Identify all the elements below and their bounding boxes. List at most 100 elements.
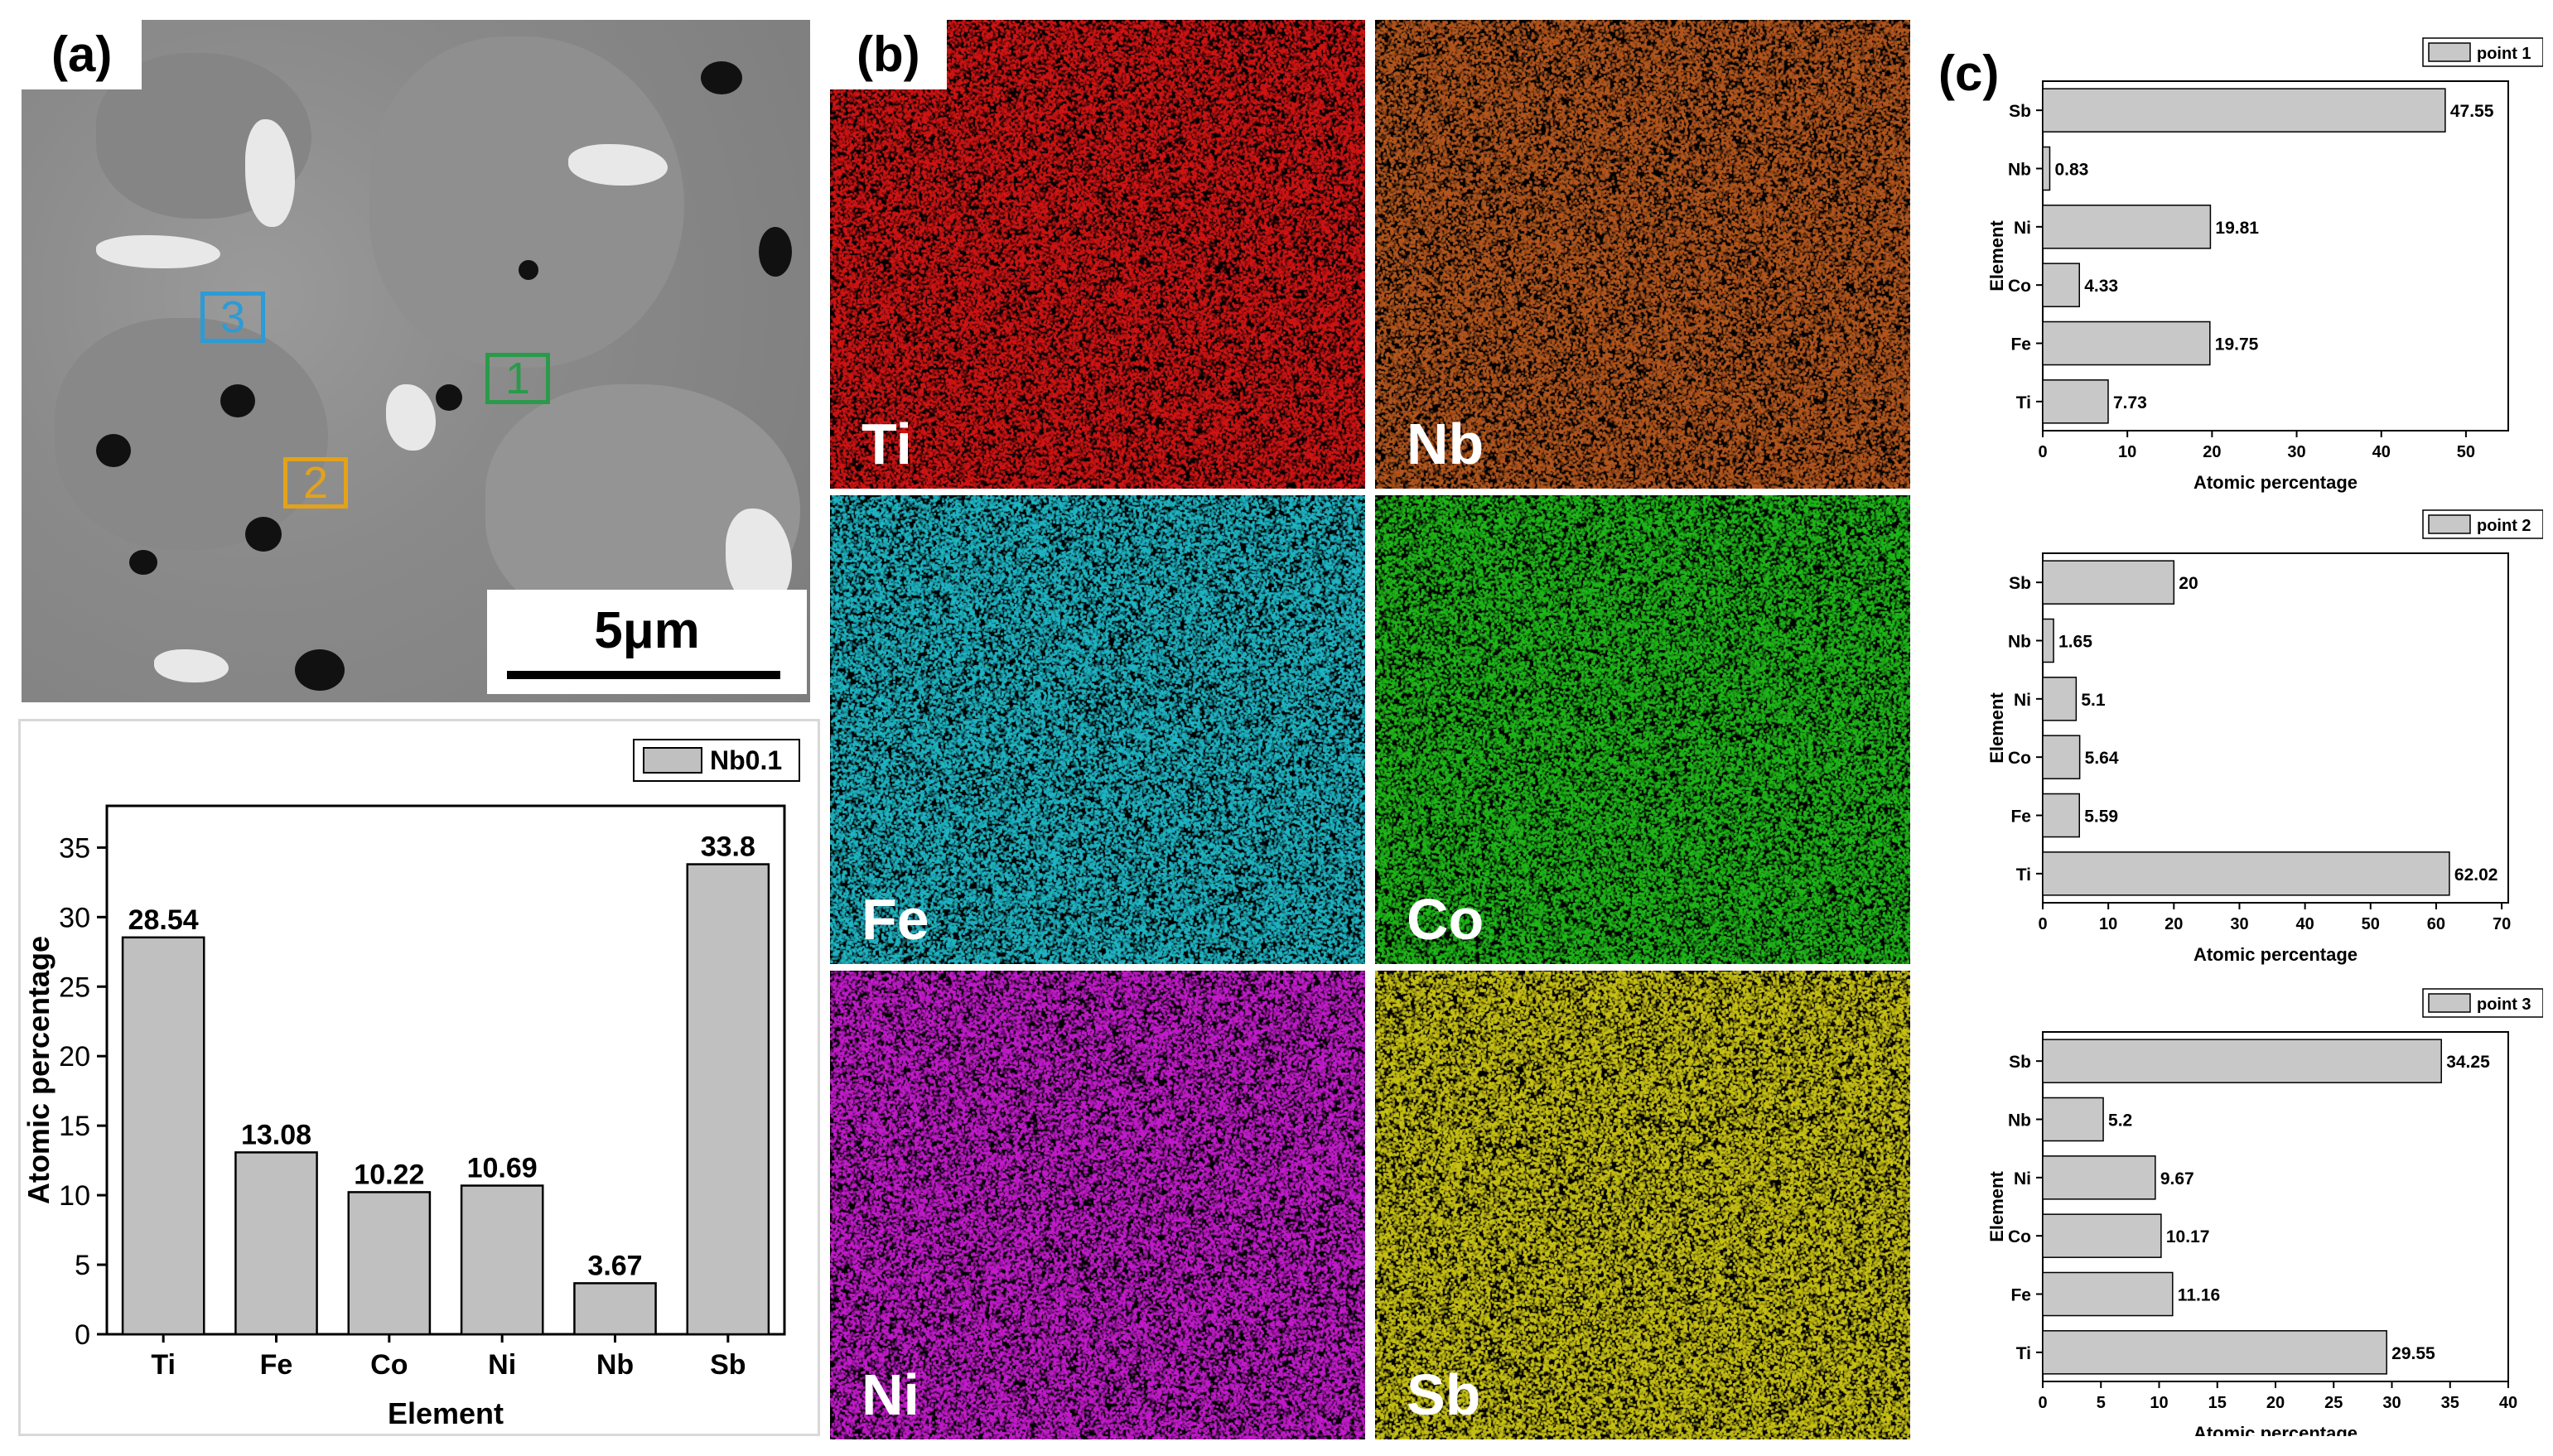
panel-a-label: (a): [22, 20, 142, 89]
eds-map-ti: Ti: [830, 20, 1365, 489]
legend-swatch: [2428, 514, 2471, 534]
x-tick-label: 35: [2441, 1394, 2459, 1412]
eds-map-ni: Ni: [830, 971, 1365, 1439]
panel-b-label: (b): [830, 20, 947, 89]
bar-nb: [2042, 146, 2051, 191]
bar-ni: [2042, 205, 2212, 249]
point-3-label: 3: [220, 292, 246, 342]
eds-map-label: Ni: [861, 1362, 919, 1427]
pore: [436, 384, 462, 411]
eds-map-sb: Sb: [1375, 971, 1910, 1439]
x-tick-label: 20: [2203, 443, 2221, 461]
point-chart-2: 0 10 20 30 40 50 60 70 Sb 20 Nb 1.65 Ni 5.1 Co 5.64 Fe 5.…: [1986, 509, 2544, 965]
eds-map-noise: [830, 495, 1365, 964]
x-axis-title: Atomic percentage: [2193, 1423, 2358, 1436]
point-1-label: 1: [504, 354, 531, 403]
eds-map-noise: [1375, 20, 1910, 489]
bar-co: [2042, 263, 2080, 307]
x-tick-label: 60: [2427, 915, 2445, 933]
bar-value-label: 9.67: [2160, 1169, 2194, 1188]
bar-value-label: 28.54: [128, 904, 199, 936]
y-tick-label: Ti: [2016, 393, 2031, 412]
x-tick-label: 10: [2150, 1394, 2168, 1412]
y-tick-label: Ni: [2014, 219, 2031, 238]
legend-label: Nb0.1: [710, 745, 782, 775]
bar-ti: [2042, 851, 2450, 896]
eds-map-noise: [830, 20, 1365, 489]
bar-value-label: 5.1: [2081, 691, 2106, 710]
y-tick-label: Nb: [2008, 633, 2031, 652]
bar-value-label: 13.08: [241, 1119, 311, 1150]
bar-sb: [2042, 560, 2175, 605]
scale-bar-label: 5μm: [594, 602, 700, 659]
legend-swatch: [2428, 993, 2471, 1013]
bar-value-label: 7.73: [2113, 393, 2147, 412]
bar-value-label: 34.25: [2446, 1053, 2490, 1072]
x-tick-label: Ni: [488, 1349, 516, 1381]
bar-value-label: 62.02: [2454, 865, 2498, 885]
bright-phase: [96, 235, 220, 268]
y-tick-label: Ni: [2014, 691, 2031, 710]
point-1-marker[interactable]: 1: [485, 353, 550, 404]
x-tick-label: Sb: [710, 1349, 746, 1381]
bar-ti: [2042, 1330, 2387, 1375]
y-tick-label: Fe: [2010, 335, 2031, 354]
x-tick-label: 40: [2372, 443, 2391, 461]
x-tick-label: 20: [2266, 1394, 2285, 1412]
pore: [220, 384, 255, 417]
x-tick-label: 50: [2362, 915, 2380, 933]
point-2-marker[interactable]: 2: [283, 457, 348, 509]
y-tick-label: Sb: [2009, 1053, 2031, 1072]
scale-bar-line: [507, 671, 780, 679]
bar-value-label: 20: [2179, 574, 2198, 593]
bar-value-label: 11.16: [2178, 1286, 2220, 1305]
x-tick-label: 30: [2230, 915, 2248, 933]
pore: [701, 61, 742, 94]
grain: [55, 318, 328, 550]
y-axis-title: Atomic percentage: [22, 936, 56, 1204]
y-tick-label: Fe: [2010, 808, 2031, 827]
y-tick-label: 25: [59, 971, 90, 1003]
x-tick-label: Fe: [260, 1349, 293, 1381]
eds-map-label: Ti: [861, 412, 912, 476]
eds-map-label: Co: [1407, 887, 1484, 952]
y-tick-label: 10: [59, 1180, 90, 1212]
eds-map-fe: Fe: [830, 495, 1365, 964]
bright-phase: [386, 384, 436, 451]
x-tick-label: 10: [2099, 915, 2117, 933]
bar-sb: [2042, 1039, 2442, 1083]
eds-map-co: Co: [1375, 495, 1910, 964]
bar-value-label: 10.22: [354, 1159, 424, 1190]
point-2-label: 2: [302, 458, 329, 508]
panel-c-label: (c): [1938, 46, 2000, 101]
scale-bar: 5μm: [487, 590, 807, 694]
eds-map-label: Sb: [1407, 1362, 1481, 1427]
pore: [519, 260, 538, 280]
bar-fe: [2042, 793, 2080, 838]
point-3-marker[interactable]: 3: [200, 292, 265, 343]
bar-nb: [573, 1282, 657, 1336]
legend-swatch: [643, 747, 702, 774]
bar-ni: [2042, 1155, 2156, 1200]
y-tick-label: Sb: [2009, 102, 2031, 121]
bar-value-label: 10.69: [467, 1153, 538, 1184]
x-axis-title: Atomic percentage: [2193, 944, 2358, 965]
bar-nb: [2042, 618, 2054, 663]
y-axis-title: Element: [1986, 220, 2007, 292]
bar-value-label: 5.59: [2084, 808, 2118, 827]
point-composition-charts: (c) 0 10 20 30 40 50 Sb 47.55 Nb 0.83 Ni 19.81 Co 4.3…: [1938, 20, 2544, 1444]
point-chart-1: 0 10 20 30 40 50 Sb 47.55 Nb 0.83 Ni 19.81 Co 4.33 Fe 1…: [1986, 37, 2544, 493]
x-tick-label: Co: [370, 1349, 408, 1381]
plot-frame: [2042, 1031, 2509, 1382]
y-tick-label: Ti: [2016, 865, 2031, 885]
x-tick-label: 30: [2382, 1394, 2401, 1412]
x-tick-label: 0: [2038, 1394, 2047, 1412]
x-tick-label: 0: [2038, 443, 2047, 461]
x-tick-label: 50: [2457, 443, 2475, 461]
eds-map-grid: Ti Nb Fe Co Ni Sb (b): [830, 20, 1910, 1439]
x-tick-label: 20: [2164, 915, 2183, 933]
y-tick-label: 5: [75, 1250, 90, 1281]
x-tick-label: 40: [2499, 1394, 2517, 1412]
x-tick-label: 0: [2038, 915, 2047, 933]
y-tick-label: 0: [75, 1319, 90, 1351]
